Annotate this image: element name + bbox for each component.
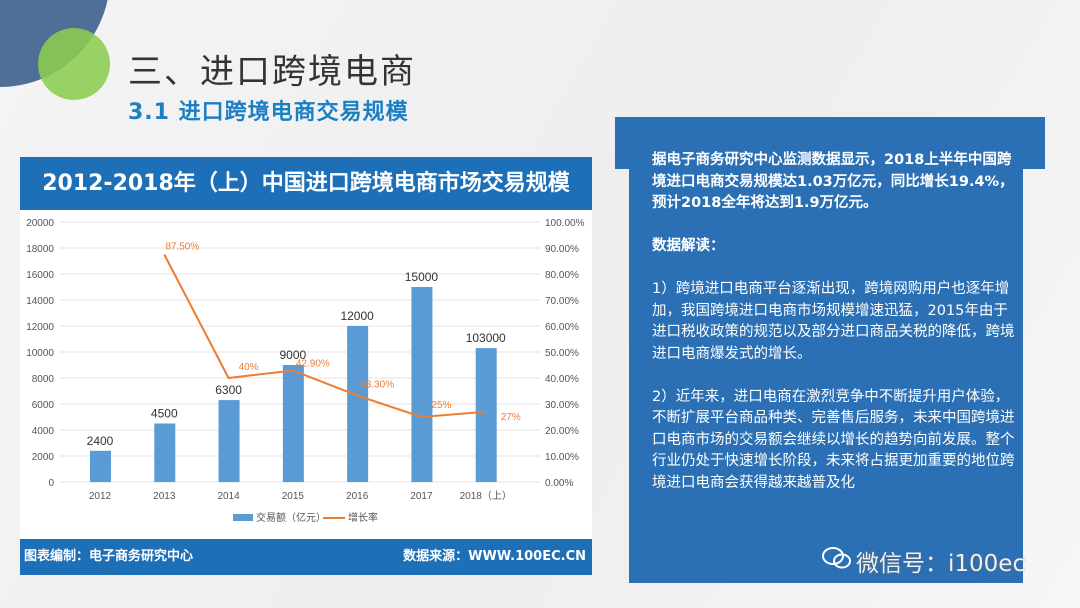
left-tick-label: 12000 — [26, 322, 54, 333]
x-tick-label: 2013 — [153, 491, 176, 502]
left-tick-label: 16000 — [26, 270, 54, 281]
x-tick-label: 2017 — [410, 491, 433, 502]
decorative-circles — [0, 0, 110, 100]
chart-card: 2012-2018年（上）中国进口跨境电商市场交易规模 0 0.00% 2000 10… — [20, 157, 592, 575]
x-tick-label: 2012 — [89, 491, 112, 502]
left-tick-label: 10000 — [26, 348, 54, 359]
legend-bar-label: 交易额（亿元） — [256, 511, 326, 524]
chart-footer: 图表编制：电子商务研究中心 数据来源：WWW.100EC.CN — [20, 539, 592, 575]
left-tick-label: 6000 — [32, 400, 55, 411]
chart-source: 数据来源：WWW.100EC.CN — [403, 549, 586, 564]
left-tick-label: 2000 — [32, 452, 55, 463]
right-tick-label: 10.00% — [545, 452, 579, 463]
watermark: 微信号：i100ec — [856, 551, 1026, 577]
analysis-point-2: 2）近年来，进口电商在激烈竞争中不断提升用户体验，不断扩展平台商品种类、完善售后… — [652, 388, 1015, 491]
bar-label: 2400 — [87, 434, 114, 448]
right-tick-label: 40.00% — [545, 374, 579, 385]
bar-label: 15000 — [405, 270, 439, 284]
legend-line-label: 增长率 — [348, 511, 378, 524]
bar — [475, 348, 497, 482]
growth-line — [163, 254, 486, 419]
line-label: 27% — [501, 412, 521, 423]
line-label: 33.30% — [360, 379, 394, 390]
right-tick-label: 90.00% — [545, 244, 579, 255]
right-tick-label: 60.00% — [545, 322, 579, 333]
right-tick-label: 20.00% — [545, 426, 579, 437]
right-tick-label: 80.00% — [545, 270, 579, 281]
wechat-icon — [822, 547, 851, 569]
bar — [90, 450, 111, 482]
analysis-heading: 数据解读： — [652, 238, 725, 254]
bar-label: 6300 — [215, 383, 242, 397]
line-label: 87.50% — [165, 242, 199, 253]
bar — [282, 365, 304, 482]
legend-bar-swatch — [233, 514, 253, 521]
left-tick-label: 18000 — [26, 244, 54, 255]
left-tick-label: 0 — [48, 478, 54, 489]
slide-title: 三、进口跨境电商 — [128, 52, 416, 92]
slide-subtitle: 3.1 进口跨境电商交易规模 — [128, 100, 409, 125]
analysis-point-1: 1）跨境进口电商平台逐渐出现，跨境网购用户也逐年增加，我国跨境进口电商市场规模增… — [652, 281, 1015, 362]
panel-text: 据电子商务研究中心监测数据显示，2018上半年中国跨境进口电商交易规模达1.03… — [652, 150, 1022, 516]
right-tick-label: 100.00% — [545, 218, 585, 229]
x-tick-label: 2015 — [282, 491, 305, 502]
chart-credit: 图表编制：电子商务研究中心 — [24, 549, 194, 564]
left-tick-label: 4000 — [32, 426, 55, 437]
bar — [218, 400, 240, 482]
bar — [411, 287, 433, 482]
text-panel — [629, 150, 1023, 583]
left-tick-label: 14000 — [26, 296, 54, 307]
left-tick-label: 8000 — [32, 374, 55, 385]
bar — [154, 423, 176, 482]
chart-title: 2012-2018年（上）中国进口跨境电商市场交易规模 — [20, 157, 592, 210]
bar-label: 9000 — [280, 348, 307, 362]
right-tick-label: 0.00% — [545, 478, 573, 489]
right-tick-label: 50.00% — [545, 348, 579, 359]
line-label: 40% — [239, 362, 259, 373]
chart-plot: 0 0.00% 2000 10.00% 4000 20.00% 6000 30.00% 8000… — [26, 218, 585, 524]
bar-label: 4500 — [151, 407, 178, 421]
decorative-circle-green — [38, 28, 110, 100]
right-tick-label: 70.00% — [545, 296, 579, 307]
line-label: 42.90% — [296, 358, 330, 369]
bar-label: 103000 — [466, 331, 506, 345]
summary-paragraph: 据电子商务研究中心监测数据显示，2018上半年中国跨境进口电商交易规模达1.03… — [652, 152, 1014, 211]
right-tick-label: 30.00% — [545, 400, 579, 411]
x-tick-label: 2018（上） — [460, 490, 512, 502]
x-tick-label: 2014 — [217, 491, 240, 502]
bar-label: 12000 — [340, 309, 374, 323]
line-label: 25% — [431, 400, 451, 411]
left-tick-label: 20000 — [26, 218, 54, 229]
bar — [347, 326, 369, 482]
x-tick-label: 2016 — [346, 491, 369, 502]
